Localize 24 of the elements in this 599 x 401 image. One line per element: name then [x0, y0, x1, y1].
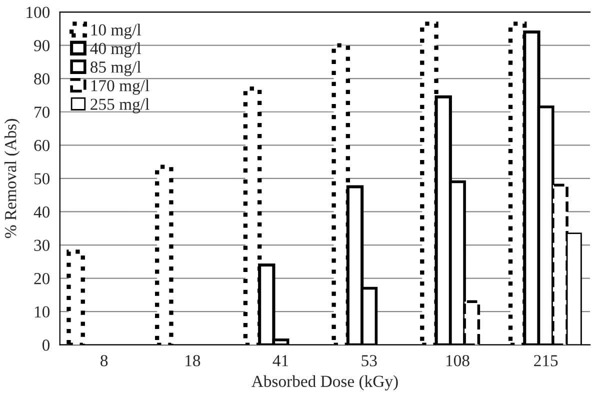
y-tick-label: 30: [34, 240, 50, 251]
x-tick-label: 53: [362, 355, 377, 366]
legend-label: 40 mg/l: [90, 42, 141, 58]
y-tick-label: 0: [42, 340, 50, 351]
y-tick-label: 20: [34, 272, 50, 284]
y-axis-title: % Removal (Abs): [4, 119, 20, 238]
x-tick-label: 108: [446, 355, 470, 366]
y-tick-label: 100: [26, 6, 50, 18]
legend-label: 85 mg/l: [90, 60, 141, 76]
y-tick-label: 80: [34, 73, 50, 85]
x-tick-label: 8: [100, 355, 108, 366]
y-tick-label: 40: [34, 206, 50, 218]
legend-label: 170 mg/l: [91, 80, 150, 95]
y-tick-label: 10: [34, 306, 50, 318]
y-tick-label: 70: [34, 106, 50, 118]
x-tick-label: 41: [272, 355, 288, 366]
x-axis-title: Absorbed Dose (kGy): [252, 375, 398, 390]
x-tick-label: 18: [186, 355, 200, 366]
y-tick-label: 50: [34, 173, 50, 184]
legend-label: 255 mg/l: [90, 98, 150, 114]
y-tick-label: 90: [34, 40, 50, 52]
legend-label: 10 mg/l: [91, 24, 141, 39]
y-tick-label: 60: [34, 140, 50, 152]
x-tick-label: 215: [534, 355, 558, 366]
